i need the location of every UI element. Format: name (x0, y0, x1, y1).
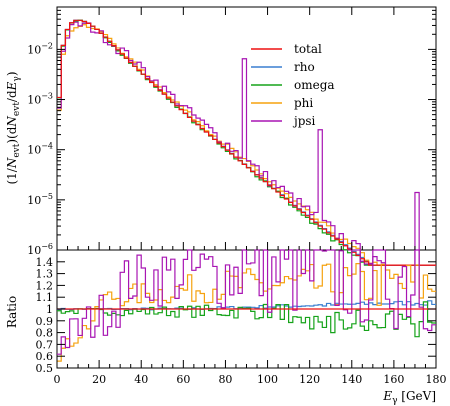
main-y-tick-label: 10−2 (27, 41, 53, 56)
main-y-tick-label: 10−4 (27, 142, 53, 157)
ratio-y-axis-label: Ratio (5, 296, 19, 328)
x-tick-label: 60 (176, 373, 190, 386)
x-axis-label: Eγ [GeV] (382, 389, 436, 406)
main-y-tick-label: 10−5 (27, 192, 53, 207)
ratio-y-tick-label: 0.6 (36, 350, 54, 363)
legend-label-jpsi: jpsi (292, 114, 316, 128)
x-tick-label: 40 (134, 373, 148, 386)
x-tick-label: 20 (92, 373, 106, 386)
legend: total rho omega phi jpsi (251, 42, 335, 128)
ratio-y-tick-label: 0.5 (36, 362, 54, 375)
ratio-y-tick-label: 1 (46, 303, 53, 316)
legend-label-total: total (294, 42, 322, 56)
x-tick-label: 160 (383, 373, 404, 386)
ratio-series-phi (57, 262, 436, 362)
ratio-series-group (57, 249, 436, 362)
main-y-tick-label: 10−6 (27, 242, 53, 257)
legend-label-rho: rho (294, 60, 315, 74)
x-tick-label: 140 (341, 373, 362, 386)
x-tick-label: 0 (54, 373, 61, 386)
x-tick-label: 80 (218, 373, 232, 386)
x-tick-label: 100 (257, 373, 278, 386)
main-y-axis-label: (1/Nevt)(dNevt/dEγ) (5, 71, 22, 184)
ratio-y-tick-label: 0.7 (36, 338, 54, 351)
legend-label-omega: omega (294, 78, 335, 92)
main-y-tick-label: 10−3 (27, 92, 53, 107)
ratio-y-tick-label: 1.2 (36, 279, 54, 292)
ratio-ticks-group: 0.50.60.70.80.911.11.21.31.4 0 20 40 60 80 100… (36, 7, 447, 386)
main-series-jpsi (57, 21, 436, 266)
ratio-y-tick-label: 0.8 (36, 327, 54, 340)
ratio-y-tick-label: 1.4 (36, 256, 54, 269)
main-ticks-group: 10−6 10−5 10−4 10−3 10−2 (27, 6, 436, 257)
x-tick-label: 120 (299, 373, 320, 386)
ratio-series-jpsi (57, 249, 436, 355)
x-tick-label: 180 (426, 373, 447, 386)
ratio-y-tick-label: 0.9 (36, 315, 54, 328)
ratio-y-tick-label: 1.1 (36, 291, 54, 304)
main-series-group (57, 19, 436, 266)
main-series-total (57, 19, 436, 266)
legend-label-phi: phi (294, 96, 313, 110)
ratio-y-tick-label: 1.3 (36, 268, 54, 281)
